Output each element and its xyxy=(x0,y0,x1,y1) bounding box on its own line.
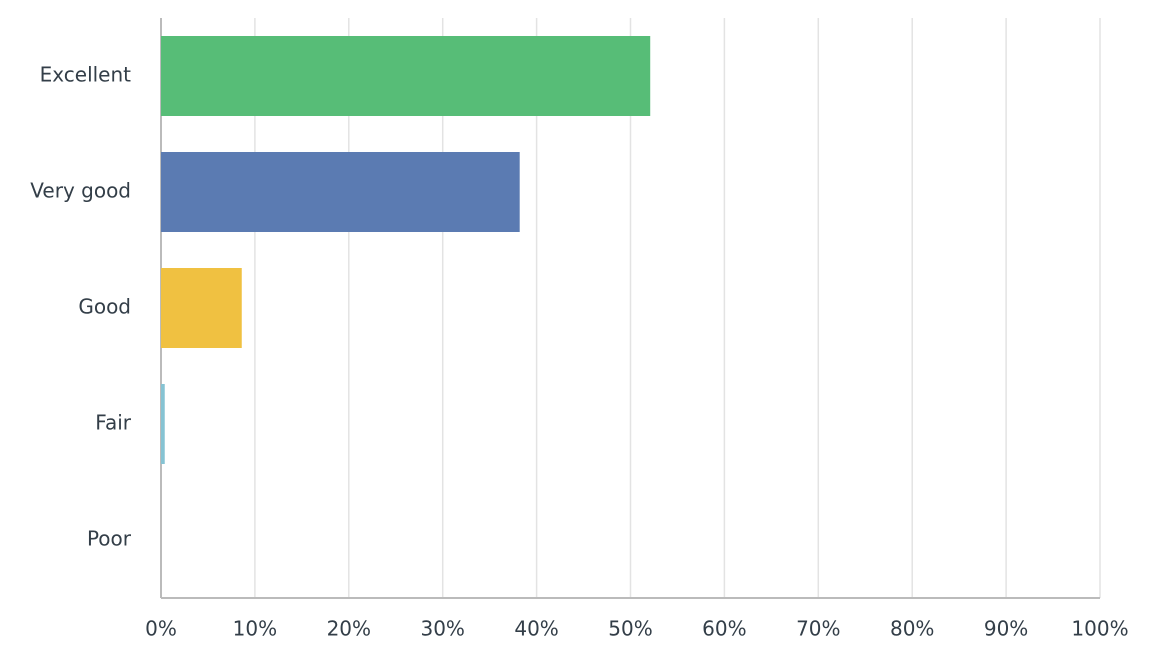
x-tick-label: 0% xyxy=(145,617,177,641)
x-tick-label: 70% xyxy=(796,617,840,641)
y-tick-label: Fair xyxy=(95,411,131,435)
bar xyxy=(161,36,651,116)
y-tick-label: Excellent xyxy=(40,63,132,87)
bar xyxy=(161,384,165,464)
y-tick-label: Good xyxy=(78,295,131,319)
x-tick-label: 40% xyxy=(514,617,558,641)
x-tick-label: 20% xyxy=(327,617,371,641)
bar xyxy=(161,268,242,348)
x-tick-label: 80% xyxy=(890,617,934,641)
x-tick-label: 60% xyxy=(702,617,746,641)
x-tick-label: 10% xyxy=(233,617,277,641)
x-tick-label: 90% xyxy=(984,617,1028,641)
bar xyxy=(161,152,520,232)
y-tick-label: Poor xyxy=(87,527,132,551)
x-tick-label: 30% xyxy=(420,617,464,641)
x-tick-label: 50% xyxy=(608,617,652,641)
y-tick-label: Very good xyxy=(30,179,131,203)
x-tick-label: 100% xyxy=(1071,617,1128,641)
